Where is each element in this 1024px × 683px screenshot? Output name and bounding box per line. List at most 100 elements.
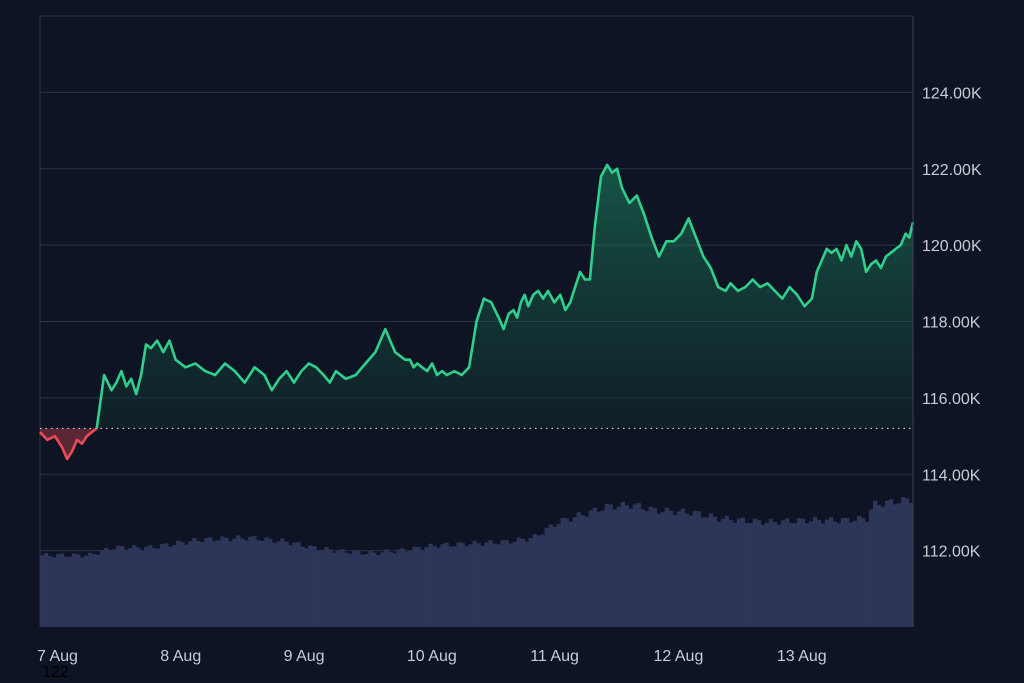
volume-bars xyxy=(40,496,914,627)
volume-bar xyxy=(352,550,357,627)
volume-bar xyxy=(256,540,261,627)
volume-bar xyxy=(284,541,289,627)
volume-bar xyxy=(296,542,301,627)
volume-bar xyxy=(48,555,53,627)
corner-label: 122 xyxy=(42,664,69,681)
volume-bar xyxy=(336,550,341,627)
volume-bar xyxy=(92,553,97,627)
volume-bar xyxy=(660,512,666,627)
volume-bar xyxy=(420,549,425,627)
volume-bar xyxy=(268,538,273,627)
volume-bar xyxy=(720,518,726,627)
volume-bar xyxy=(72,553,77,627)
volume-bar xyxy=(724,515,730,627)
x-tick-label: 10 Aug xyxy=(407,648,457,665)
volume-bar xyxy=(536,535,541,627)
volume-bar xyxy=(128,548,133,627)
volume-bar xyxy=(404,551,409,627)
volume-bar xyxy=(184,544,189,627)
volume-bar xyxy=(636,502,641,627)
y-axis: 112.00K 114.00K 116.00K 118.00K 120.00K 122.0… xyxy=(922,85,982,560)
volume-bar xyxy=(264,537,269,627)
volume-bar xyxy=(768,518,774,627)
volume-bar xyxy=(868,509,874,627)
volume-bar xyxy=(508,543,513,627)
volume-bar xyxy=(824,519,830,627)
volume-bar xyxy=(812,517,818,627)
x-tick-label: 7 Aug xyxy=(37,648,78,665)
volume-bar xyxy=(80,557,85,627)
volume-bar xyxy=(668,510,674,627)
volume-bar xyxy=(820,523,826,627)
volume-bar xyxy=(320,549,325,627)
volume-bar xyxy=(104,547,109,627)
volume-bar xyxy=(384,549,389,627)
volume-bar xyxy=(732,522,738,627)
volume-bar xyxy=(108,550,113,627)
volume-bar xyxy=(396,549,401,627)
volume-bar xyxy=(424,547,429,627)
volume-bar xyxy=(276,541,281,627)
volume-bar xyxy=(68,556,73,627)
volume-bar xyxy=(800,518,806,627)
volume-bar xyxy=(300,546,305,627)
volume-bar xyxy=(380,552,385,627)
volume-bar xyxy=(644,511,649,627)
volume-bar xyxy=(232,538,237,627)
volume-bar xyxy=(528,538,533,627)
price-line xyxy=(39,163,915,461)
volume-bar xyxy=(132,545,137,627)
volume-bar xyxy=(484,542,489,627)
volume-bar xyxy=(64,556,69,627)
volume-bar xyxy=(496,544,501,627)
volume-bar xyxy=(576,512,581,627)
price-line-up xyxy=(94,163,915,429)
volume-bar xyxy=(564,518,569,627)
volume-bar xyxy=(860,518,866,627)
volume-bar xyxy=(488,540,493,627)
volume-bar xyxy=(288,545,293,627)
volume-bar xyxy=(252,535,257,627)
volume-bar xyxy=(356,550,361,627)
volume-bar xyxy=(736,518,742,627)
volume-bar xyxy=(624,505,629,627)
volume-bar xyxy=(740,517,746,627)
volume-bar xyxy=(388,552,393,627)
volume-bar xyxy=(804,523,810,627)
volume-bar xyxy=(872,500,878,627)
volume-bar xyxy=(540,534,545,627)
x-axis: 7 Aug 8 Aug 9 Aug 10 Aug 11 Aug 12 Aug 13 Aug xyxy=(37,648,827,665)
volume-bar xyxy=(712,516,718,627)
volume-bar xyxy=(840,518,846,627)
volume-bar xyxy=(328,549,333,627)
volume-bar xyxy=(880,506,886,627)
volume-bar xyxy=(60,553,65,627)
volume-bar xyxy=(100,550,105,627)
volume-bar xyxy=(476,543,481,627)
volume-bar xyxy=(780,520,786,627)
volume-bar xyxy=(196,540,201,627)
volume-bar xyxy=(908,503,914,627)
volume-bar xyxy=(400,548,405,627)
volume-bar xyxy=(312,546,317,627)
volume-bar xyxy=(204,537,209,627)
volume-bar xyxy=(144,546,149,627)
volume-bar xyxy=(604,503,609,627)
volume-bar xyxy=(472,540,477,627)
volume-bar xyxy=(124,549,129,627)
volume-bar xyxy=(772,522,778,627)
volume-bar xyxy=(416,547,421,627)
volume-bar xyxy=(544,527,549,627)
x-tick-label: 11 Aug xyxy=(530,648,579,665)
volume-bar xyxy=(728,520,734,627)
volume-bar xyxy=(548,524,553,627)
volume-bar xyxy=(224,537,229,627)
volume-bar xyxy=(520,538,525,627)
volume-bar xyxy=(140,549,145,627)
volume-bar xyxy=(900,496,906,627)
volume-bar xyxy=(608,504,613,627)
volume-bar xyxy=(216,540,221,627)
volume-bar xyxy=(304,548,309,627)
volume-bar xyxy=(136,547,141,627)
